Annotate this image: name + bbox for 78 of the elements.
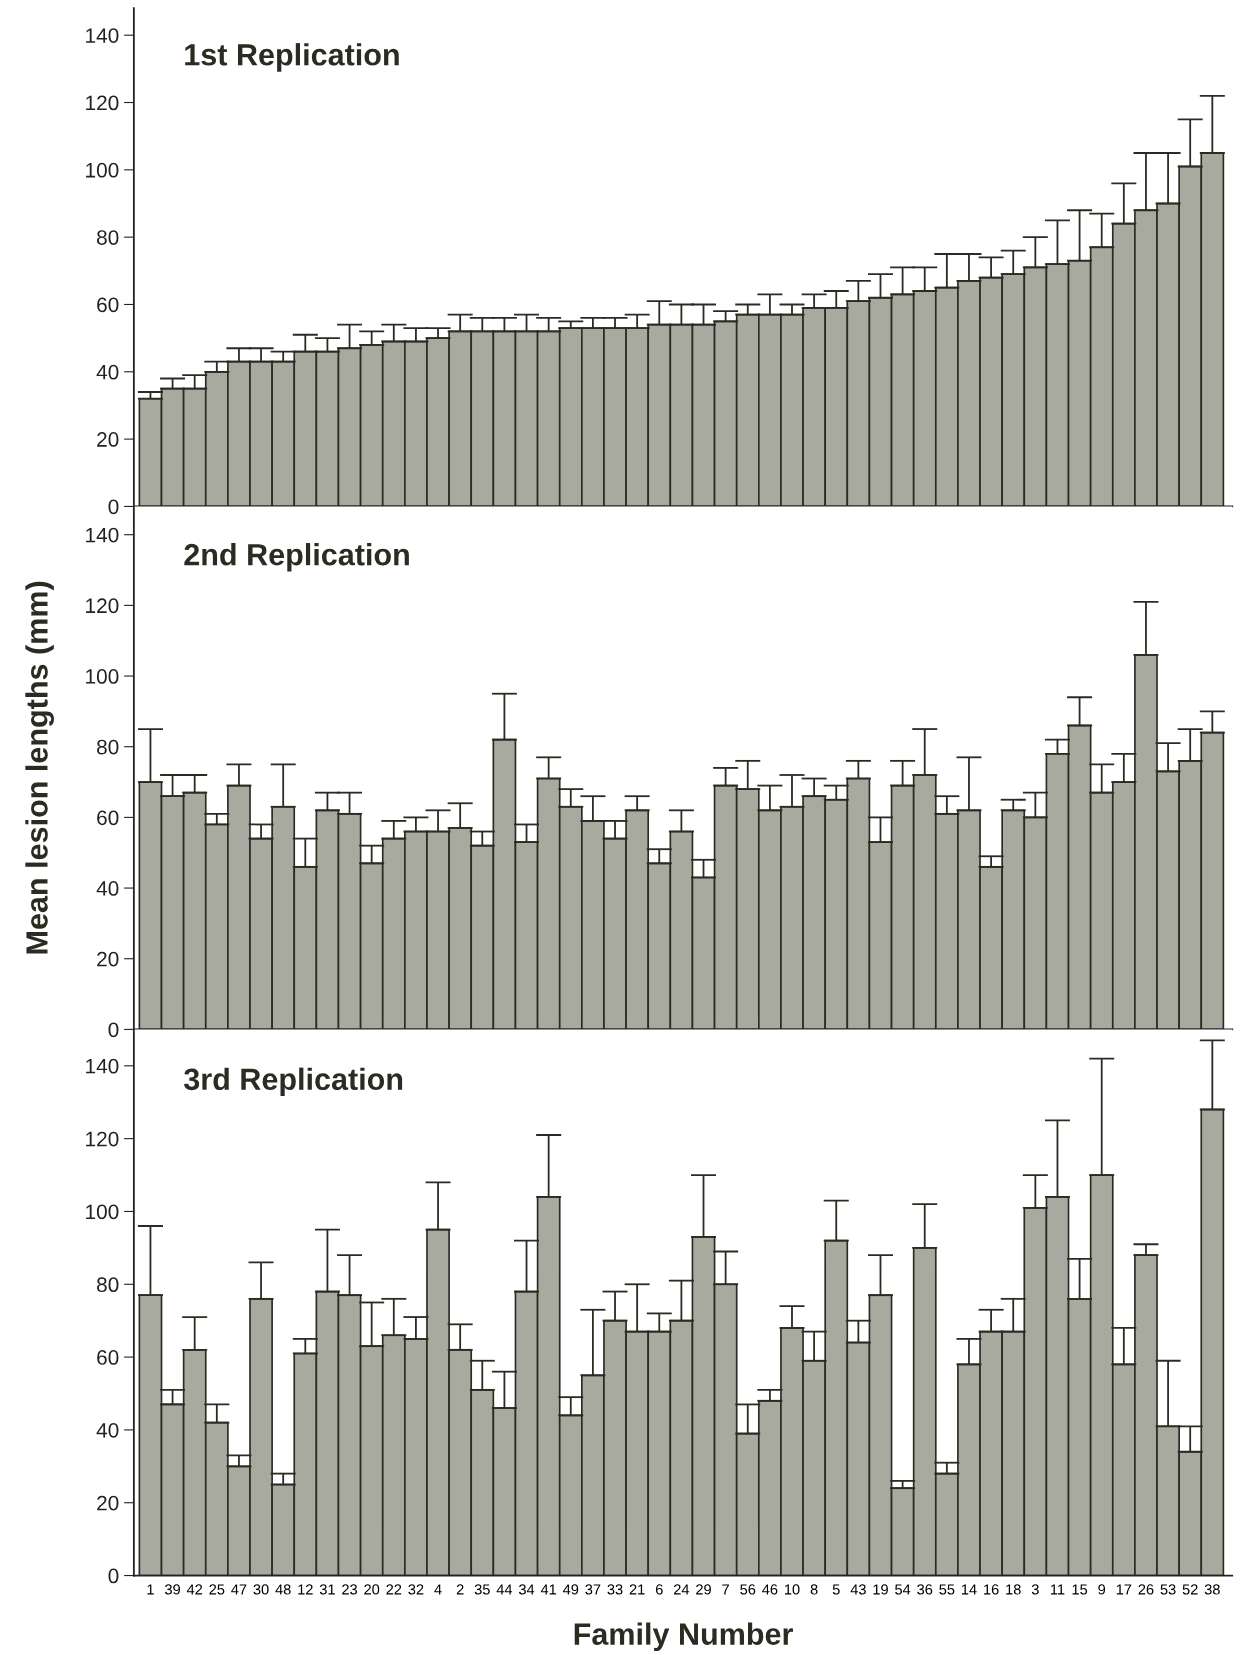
y-tick-label: 60 — [97, 297, 119, 313]
x-tick-label: 23 — [342, 1584, 358, 1595]
x-tick-label: 16 — [984, 1584, 999, 1595]
x-tick-label: 35 — [474, 1584, 490, 1595]
x-tick-label: 3 — [1031, 1584, 1039, 1595]
x-tick-label: 36 — [917, 1584, 933, 1595]
x-tick-label: 14 — [961, 1584, 977, 1595]
y-tick-label: 40 — [96, 364, 119, 380]
y-tick-label: 20 — [97, 1495, 119, 1511]
x-tick-label: 30 — [253, 1584, 269, 1595]
y-tick-label: 140 — [86, 28, 119, 43]
text: 3rd Replication — [183, 1067, 403, 1097]
x-tick-label: 48 — [275, 1584, 291, 1595]
y-axis-title: Mean lesion lengths (mm) — [25, 581, 54, 954]
x-tick-label: 25 — [209, 1584, 225, 1595]
x-tick-label: 12 — [298, 1584, 313, 1595]
x-tick-label: 10 — [785, 1584, 800, 1595]
y-tick-label: 100 — [86, 669, 119, 684]
x-tick-label: 38 — [1204, 1584, 1220, 1595]
x-tick-label: 8 — [810, 1584, 818, 1595]
x-tick-label: 46 — [762, 1584, 778, 1595]
y-tick-label: 40 — [96, 1422, 119, 1438]
x-tick-label: 49 — [563, 1584, 579, 1595]
x-tick-label: 7 — [722, 1584, 729, 1595]
y-tick-label: 20 — [97, 951, 119, 967]
x-tick-label: 32 — [408, 1584, 424, 1595]
y-tick-label: 100 — [86, 1204, 119, 1220]
x-tick-label: 5 — [832, 1584, 840, 1595]
y-tick-label: 60 — [97, 1350, 119, 1365]
x-tick-label: 41 — [540, 1584, 557, 1595]
x-tick-label: 53 — [1160, 1584, 1176, 1595]
x-tick-label: 34 — [518, 1584, 535, 1595]
x-tick-label: 43 — [850, 1584, 866, 1595]
x-tick-label: 42 — [186, 1584, 203, 1595]
x-tick-label: 29 — [696, 1584, 711, 1595]
y-tick-label: 80 — [97, 230, 119, 245]
y-tick-label: 120 — [86, 95, 119, 111]
x-tick-label: 54 — [895, 1584, 911, 1595]
y-tick-label: 100 — [86, 162, 119, 178]
x-tick-label: 21 — [629, 1584, 645, 1595]
y-tick-label: 0 — [108, 499, 119, 515]
x-axis-title: Family Number — [574, 1622, 793, 1651]
x-tick-label: 11 — [1051, 1584, 1065, 1595]
x-tick-label: 52 — [1182, 1584, 1198, 1595]
y-tick-label: 120 — [86, 598, 119, 614]
x-tick-label: 26 — [1138, 1584, 1154, 1595]
x-tick-label: 39 — [165, 1584, 180, 1595]
y-tick-label: 20 — [97, 432, 119, 447]
x-tick-label: 20 — [364, 1584, 380, 1595]
y-tick-label: 120 — [86, 1131, 119, 1147]
x-tick-label: 47 — [231, 1584, 247, 1595]
y-tick-label: 140 — [86, 1058, 119, 1074]
y-tick-label: 40 — [96, 881, 119, 896]
x-tick-label: 17 — [1116, 1584, 1132, 1595]
text: 2nd Replication — [184, 543, 409, 572]
x-tick-label: 2 — [456, 1584, 464, 1595]
x-tick-label: 6 — [655, 1584, 663, 1595]
y-tick-label: 140 — [86, 527, 119, 543]
text: 1st Replication — [185, 43, 399, 72]
x-tick-label: 4 — [434, 1584, 442, 1595]
x-tick-label: 9 — [1098, 1584, 1106, 1595]
y-tick-label: 80 — [97, 739, 119, 755]
y-tick-label: 80 — [97, 1277, 119, 1293]
x-tick-label: 55 — [939, 1584, 955, 1595]
x-tick-label: 31 — [319, 1584, 335, 1595]
x-tick-label: 37 — [585, 1584, 601, 1595]
x-tick-label: 24 — [674, 1584, 690, 1595]
x-tick-label: 56 — [740, 1584, 756, 1595]
y-tick-label: 60 — [97, 810, 119, 826]
x-tick-label: 19 — [873, 1584, 888, 1595]
y-tick-label: 0 — [108, 1022, 119, 1038]
x-tick-label: 33 — [607, 1584, 623, 1595]
x-tick-label: 18 — [1006, 1584, 1021, 1595]
x-tick-label: 22 — [386, 1584, 402, 1595]
x-tick-label: 15 — [1072, 1584, 1088, 1595]
x-tick-label: 1 — [147, 1584, 154, 1595]
x-tick-label: 44 — [496, 1584, 513, 1595]
y-tick-label: 0 — [108, 1568, 119, 1584]
